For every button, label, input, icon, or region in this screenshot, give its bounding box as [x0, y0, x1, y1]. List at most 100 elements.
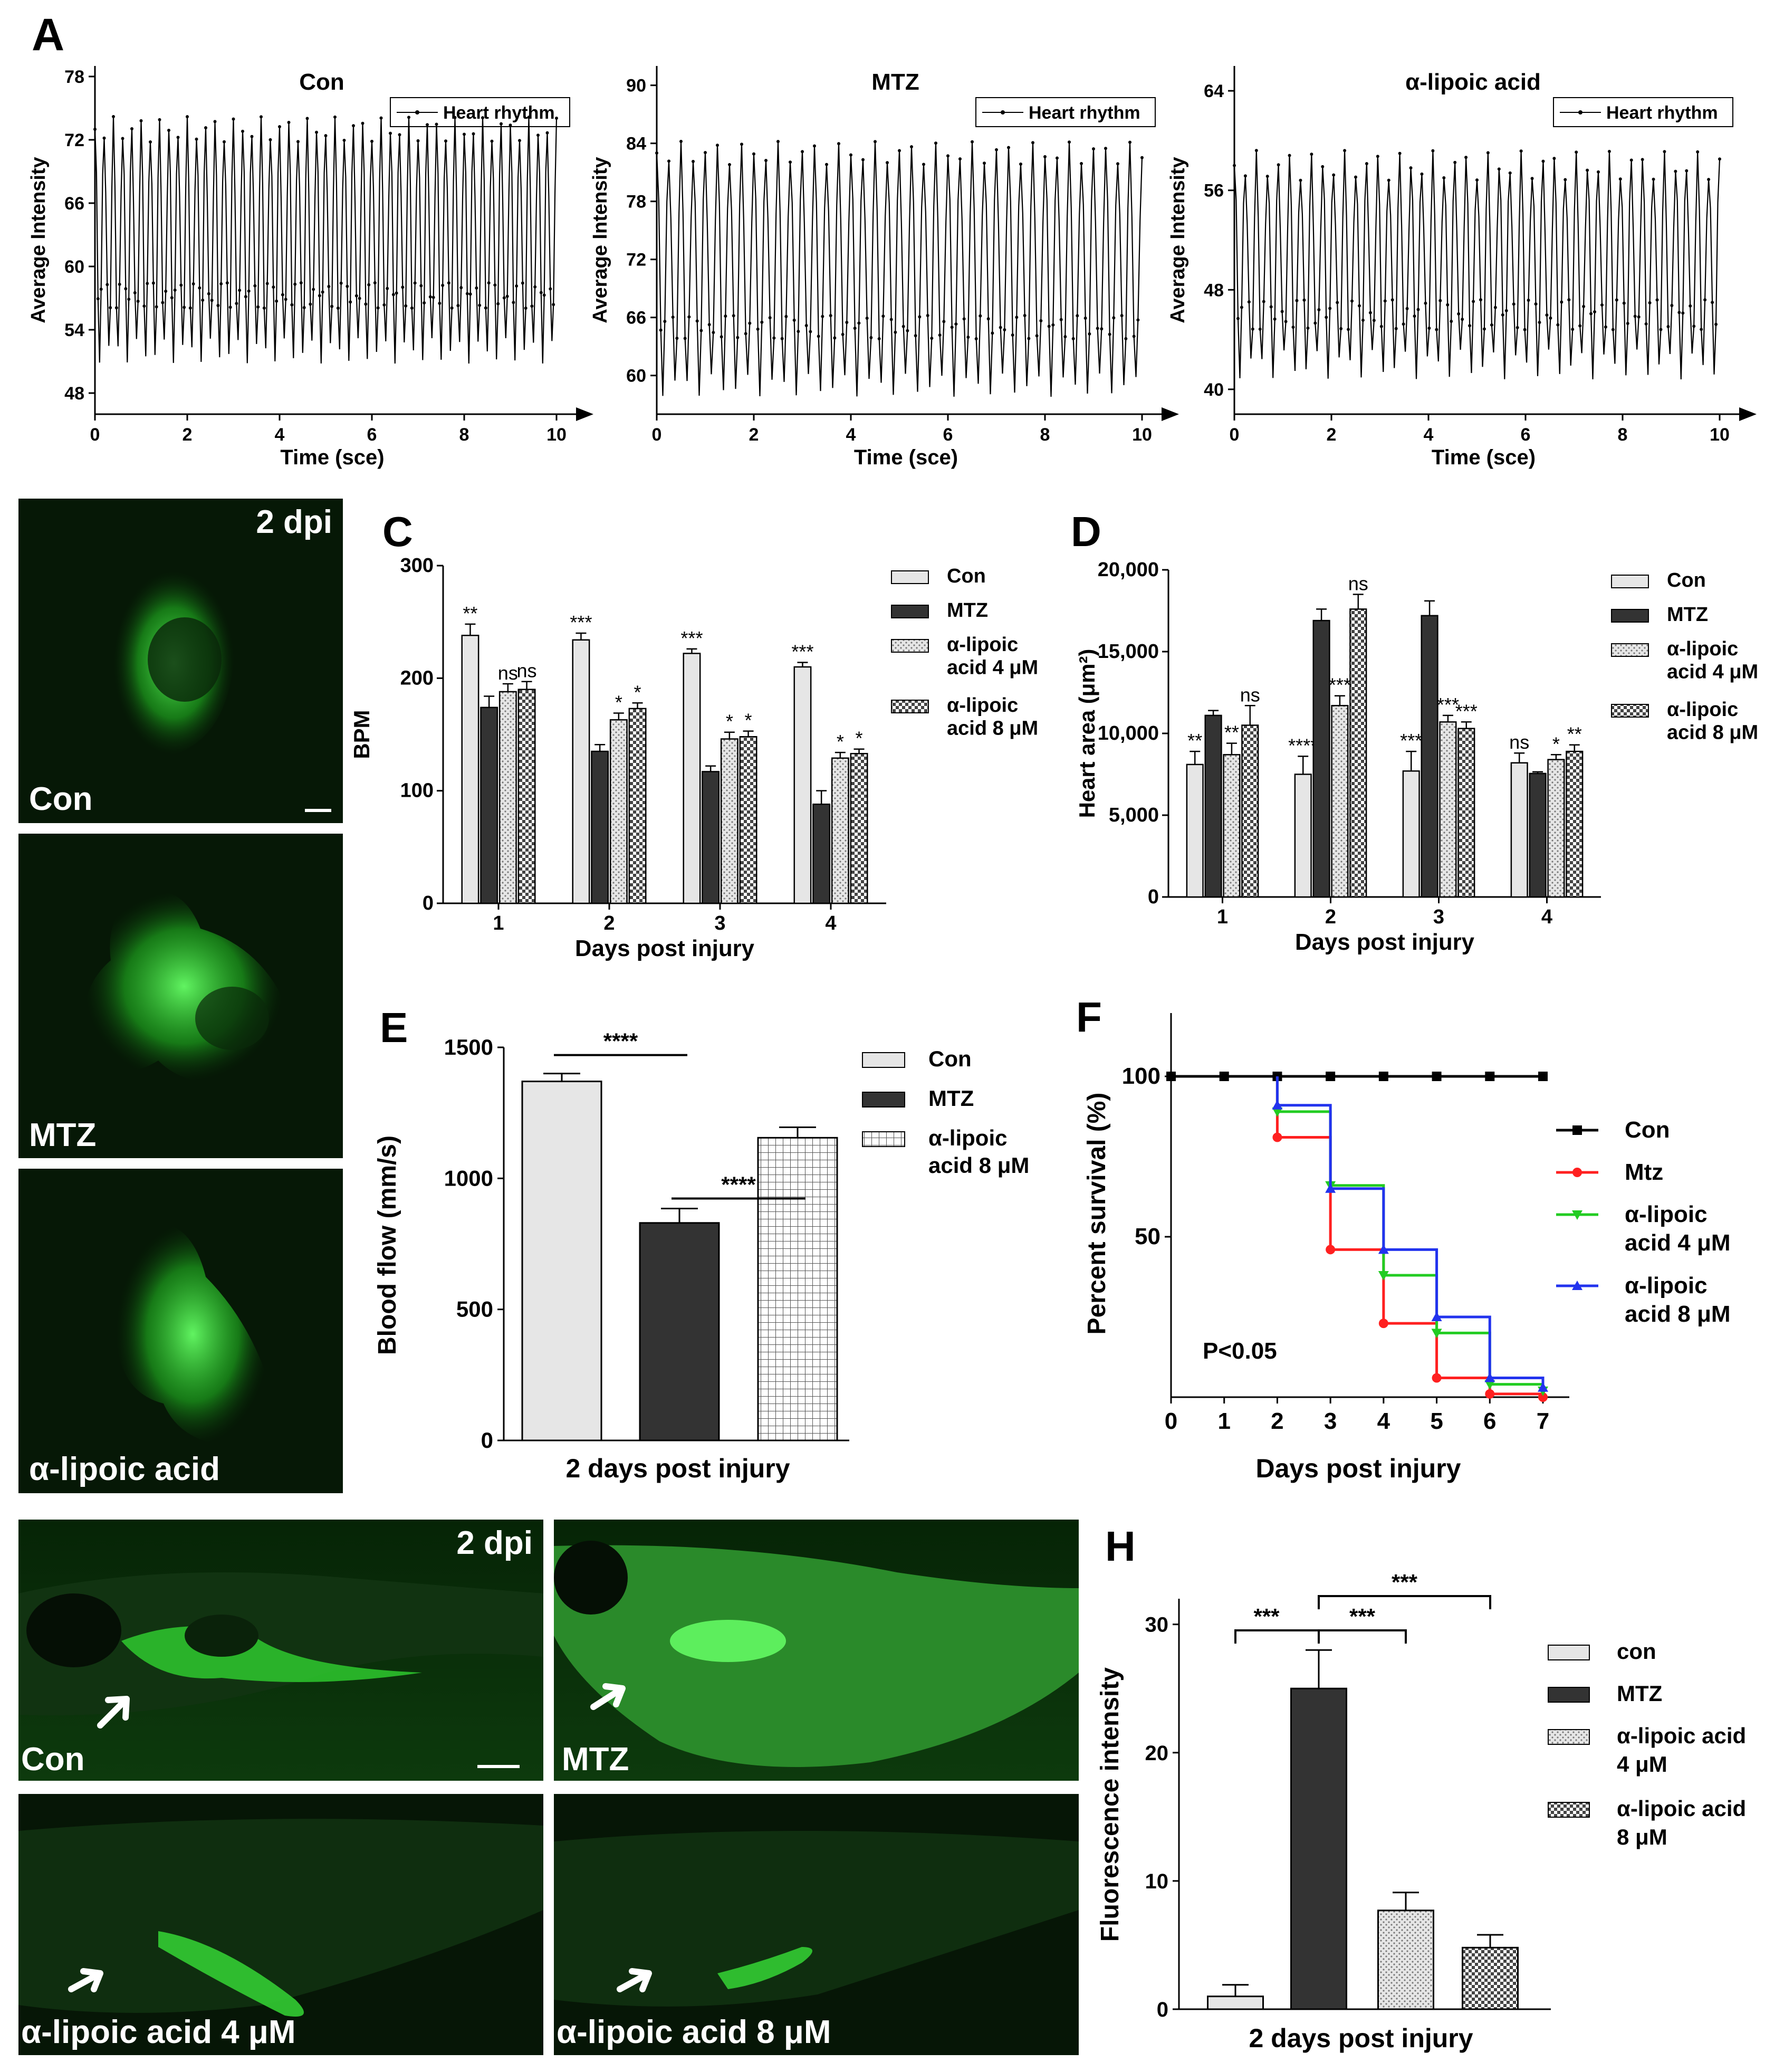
survival-line [1275, 1076, 1545, 1391]
legend-label: α-lipoic acid 4 μM [1617, 1723, 1746, 1777]
trace-point [1501, 313, 1504, 317]
trace-point [1641, 158, 1644, 161]
trace-point [151, 281, 155, 285]
trace-point [447, 281, 450, 285]
trace-point [232, 117, 235, 121]
y-tick-label: 10,000 [1098, 722, 1159, 744]
trace-point [265, 282, 269, 285]
trace-point [404, 304, 408, 308]
trace-point [1233, 164, 1236, 167]
x-tick-label: 4 [1541, 906, 1552, 928]
trace-point [1450, 320, 1453, 323]
y-tick-label: 500 [456, 1297, 493, 1322]
trace-point [127, 298, 131, 301]
y-tick-label: 30 [1145, 1613, 1169, 1637]
trace-point [509, 123, 512, 127]
trace-point [555, 117, 558, 120]
trace-point [493, 283, 497, 287]
legend-label: Con [1667, 569, 1706, 591]
panel-g-image-con: 2 dpi Con [18, 1520, 543, 1781]
survival-point [1378, 1072, 1388, 1081]
trace-point [1262, 300, 1265, 303]
significance-label: ns [1509, 731, 1529, 753]
trace-point [1357, 304, 1361, 308]
x-tick-label: 2 [1327, 425, 1337, 445]
trace-point [663, 320, 667, 323]
trace-point [1343, 149, 1347, 152]
trace-point [139, 119, 143, 122]
legend-label: α-lipoic acid 8 μM [1667, 699, 1758, 744]
trace-point [1578, 324, 1582, 328]
significance-label: ns [1240, 684, 1260, 705]
trace-point [358, 297, 361, 300]
trace-point [524, 306, 527, 310]
trace-point [1136, 318, 1140, 322]
significance-label: *** [1455, 700, 1478, 722]
bracket [1318, 1595, 1491, 1609]
trace-point [1104, 147, 1107, 150]
trace-point [1247, 300, 1251, 304]
survival-point [1432, 1072, 1442, 1081]
trace-point [1277, 163, 1280, 167]
trace-point [833, 336, 837, 340]
trace-point [1007, 146, 1010, 149]
trace-point [490, 139, 494, 143]
trace-point [105, 283, 109, 287]
panel-b-label-con: Con [29, 781, 93, 817]
trace-point [744, 332, 747, 336]
trace-point [207, 292, 210, 295]
trace-point [167, 128, 170, 132]
trace-point [1100, 327, 1104, 331]
survival-point [1538, 1392, 1548, 1402]
trace-point [1096, 327, 1099, 330]
legend-swatch [1611, 643, 1649, 657]
trace-point [748, 321, 752, 325]
trace-point [934, 141, 937, 145]
trace-point [216, 303, 220, 307]
trace-point [1556, 323, 1560, 327]
trace-point [391, 293, 395, 297]
trace-point [1405, 307, 1409, 310]
trace-point [1468, 324, 1472, 328]
trace-point [720, 335, 723, 339]
trace-point [1120, 314, 1124, 318]
bar [793, 666, 812, 904]
bar [1457, 728, 1475, 898]
trace-point [813, 144, 816, 148]
trace-point [349, 300, 352, 304]
trace-point [268, 138, 272, 141]
trace-point [195, 137, 198, 141]
survival-point [1432, 1373, 1442, 1383]
trace-point [950, 326, 954, 329]
trace-point [527, 116, 531, 119]
trace-point [1689, 304, 1692, 308]
plot-title: α-lipoic acid [1405, 69, 1541, 95]
trace-point [272, 285, 275, 289]
x-axis-label: Time (sce) [854, 446, 958, 469]
legend-label: Heart rhythm [443, 103, 555, 123]
bar [1241, 724, 1259, 898]
rhythm-trace [1233, 150, 1721, 380]
trace-point [1482, 327, 1486, 331]
trace-point [1365, 162, 1368, 166]
bracket [1318, 1629, 1407, 1644]
trace-point [1575, 150, 1578, 154]
trace-point [327, 284, 331, 288]
x-tick-label: 10 [1710, 425, 1730, 445]
trace-point [407, 116, 410, 119]
trace-point [342, 138, 346, 142]
trace-point [901, 324, 905, 328]
trace-point [1427, 327, 1431, 330]
trace-point [1538, 321, 1541, 324]
bar [1547, 759, 1565, 898]
x-axis-label: Days post injury [1256, 1454, 1461, 1483]
trace-point [1128, 140, 1131, 144]
trace-point [752, 152, 755, 156]
trace-point [472, 132, 475, 136]
x-tick-label: 10 [546, 425, 567, 445]
trace-point [789, 160, 792, 164]
trace-point [361, 121, 365, 125]
survival-point [1485, 1389, 1495, 1399]
trace-point [1666, 324, 1670, 328]
trace-point [1063, 335, 1067, 339]
